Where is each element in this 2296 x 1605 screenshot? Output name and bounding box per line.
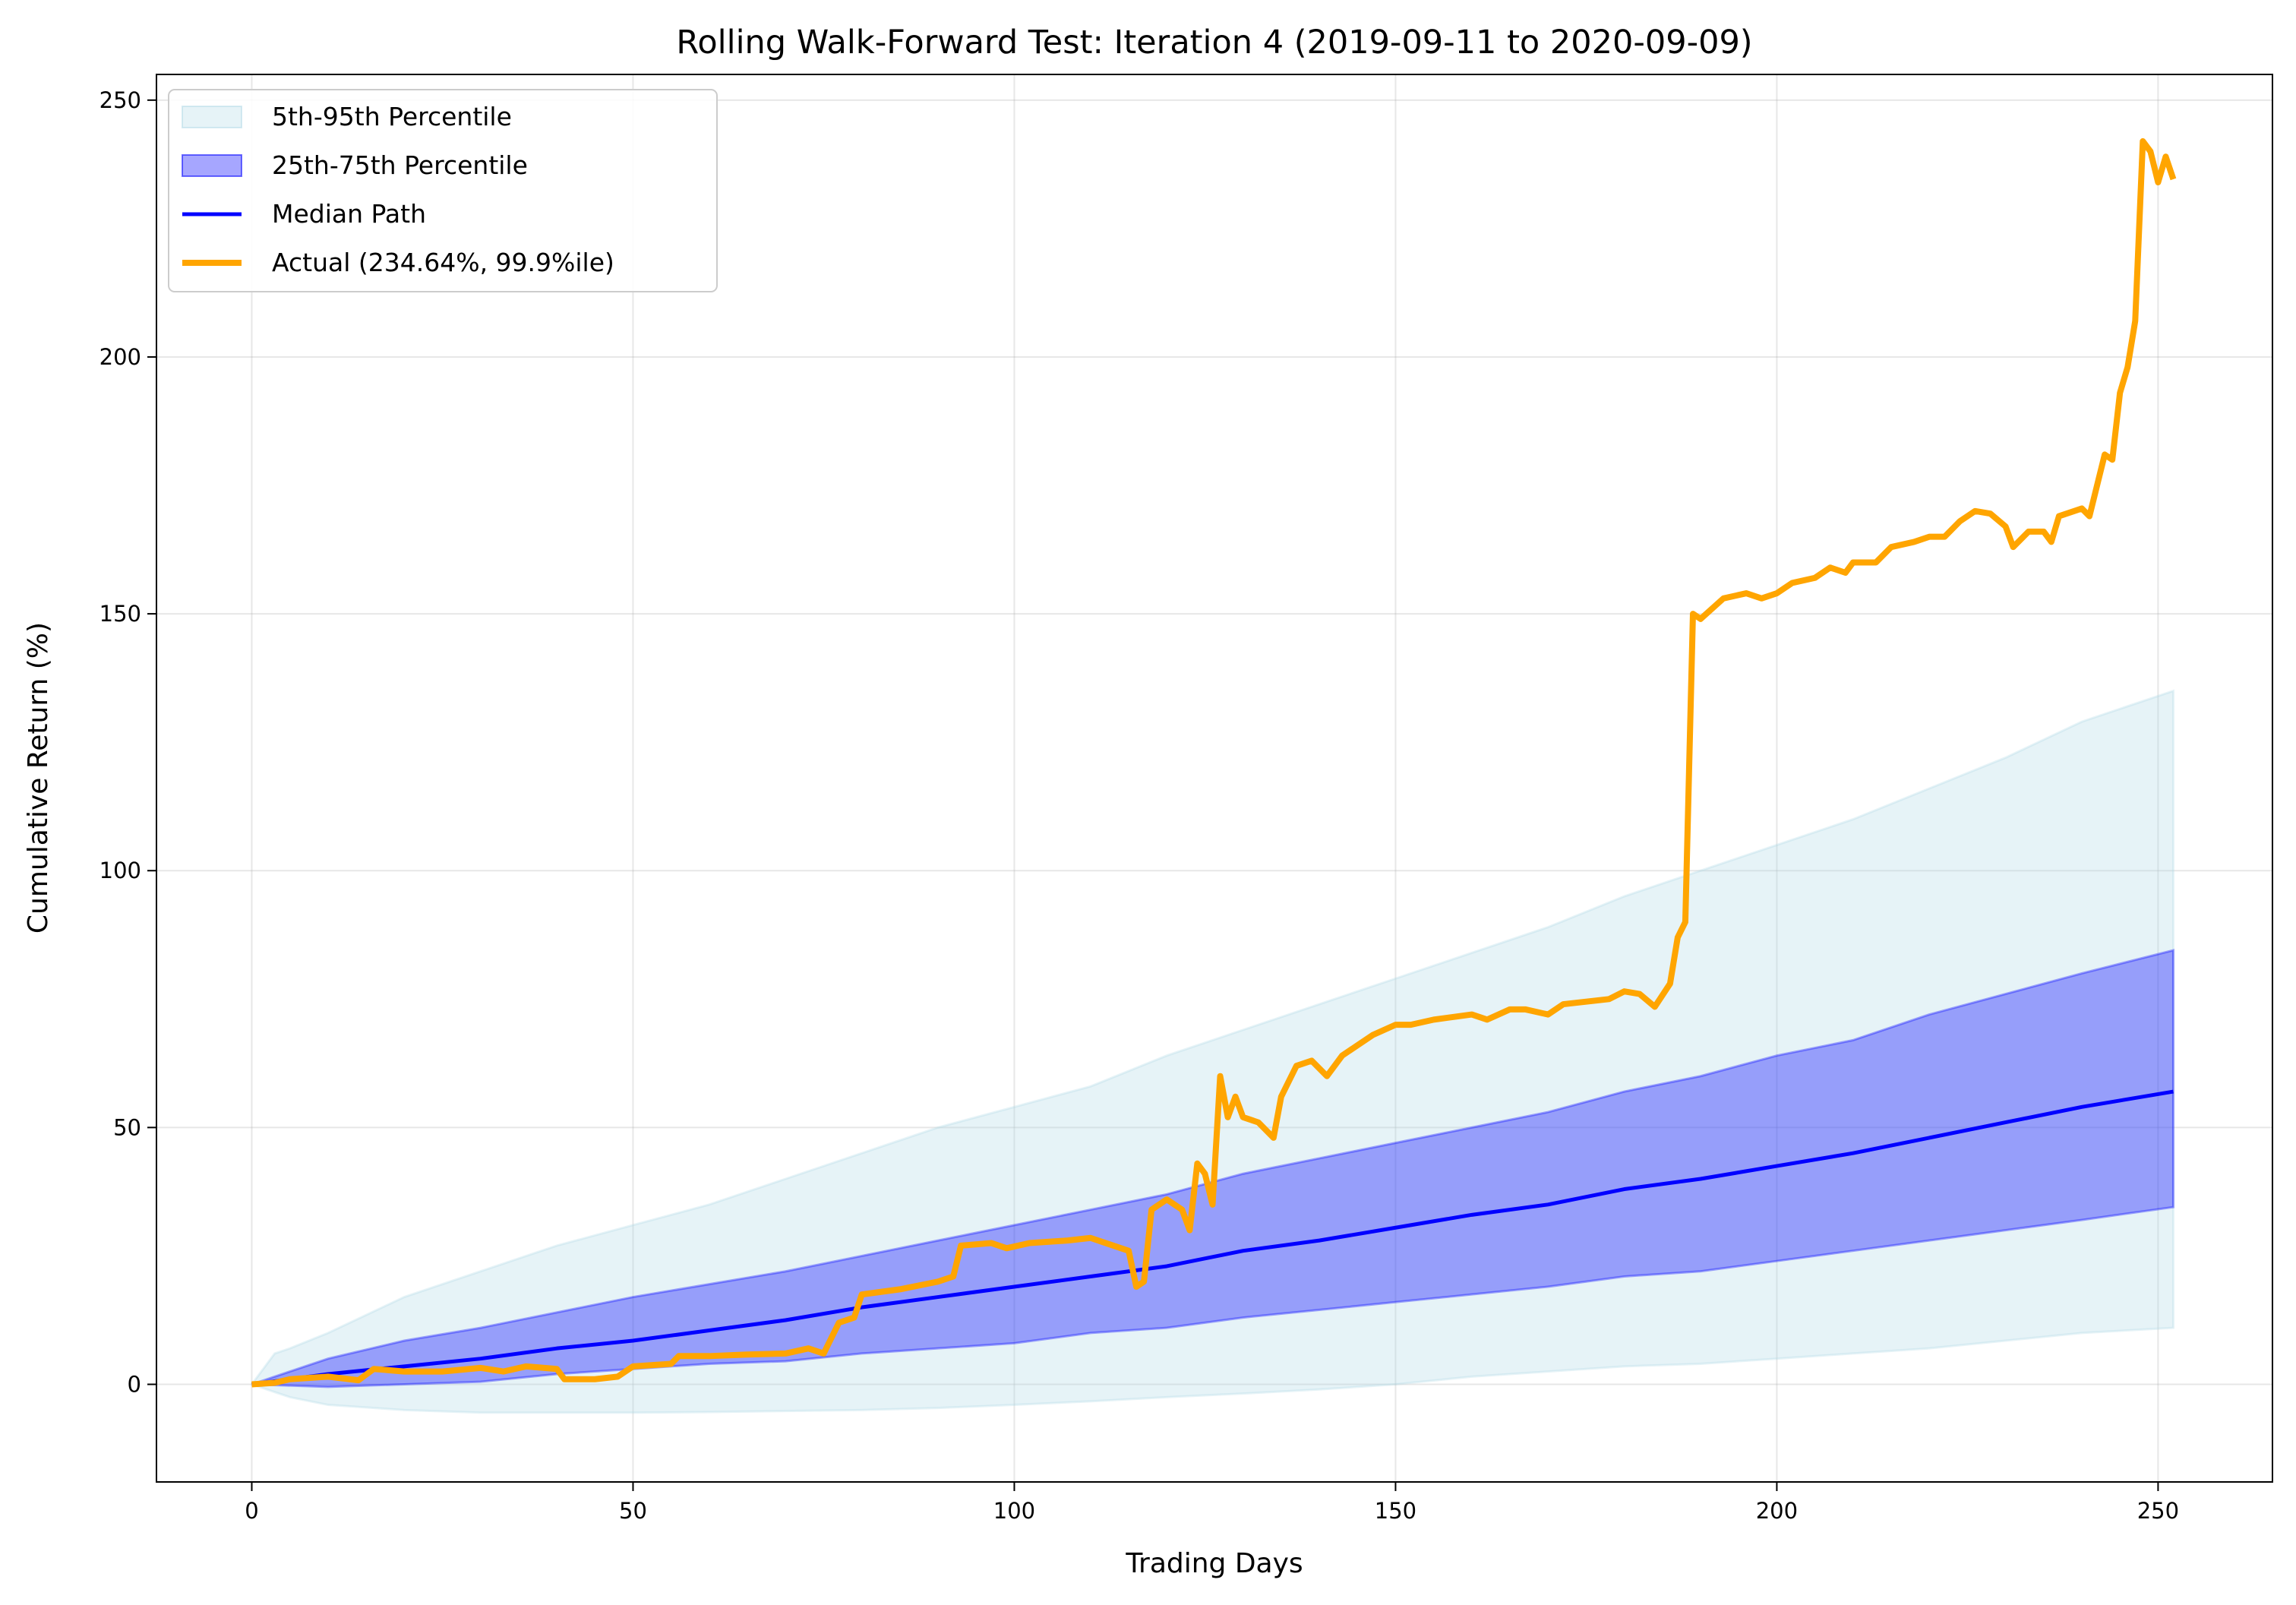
- ticks: 0 50 100 150 200 250 0 50 100 150 200 250: [99, 87, 2179, 1524]
- legend-swatch: [182, 154, 242, 177]
- percentile-band: [251, 949, 2174, 1389]
- bands: [250, 689, 2174, 1414]
- lines: [251, 137, 2177, 1388]
- legend-label: 25th-75th Percentile: [272, 150, 528, 180]
- plot-frame: [156, 74, 2273, 1483]
- y-tick-label: 100: [99, 858, 141, 883]
- chart-title: Rolling Walk-Forward Test: Iteration 4 (…: [676, 24, 1752, 62]
- legend-swatch: [182, 106, 242, 128]
- actual-line: [251, 137, 2177, 1388]
- x-tick-label: 150: [1375, 1498, 1416, 1524]
- x-tick-label: 50: [619, 1498, 647, 1524]
- y-tick-label: 250: [99, 87, 141, 113]
- x-tick-label: 200: [1756, 1498, 1798, 1524]
- median-line: [251, 1089, 2174, 1386]
- y-tick-label: 150: [99, 601, 141, 627]
- grid: [156, 74, 2272, 1482]
- x-tick-label: 0: [245, 1498, 258, 1524]
- y-axis-label: Cumulative Return (%): [23, 622, 54, 934]
- legend-label: Median Path: [272, 199, 426, 229]
- legend-box: [168, 89, 718, 292]
- x-tick-label: 250: [2137, 1498, 2179, 1524]
- y-tick-label: 50: [113, 1114, 141, 1140]
- legend-label: 5th-95th Percentile: [272, 102, 512, 131]
- x-axis-label: Trading Days: [1125, 1548, 1303, 1579]
- legend-label: Actual (234.64%, 99.9%ile): [272, 248, 614, 277]
- legend: 5th-95th Percentile 25th-75th Percentile M…: [168, 89, 718, 292]
- x-tick-label: 100: [993, 1498, 1035, 1524]
- y-tick-label: 200: [99, 344, 141, 370]
- y-tick-label: 0: [128, 1372, 141, 1398]
- percentile-band: [250, 689, 2174, 1414]
